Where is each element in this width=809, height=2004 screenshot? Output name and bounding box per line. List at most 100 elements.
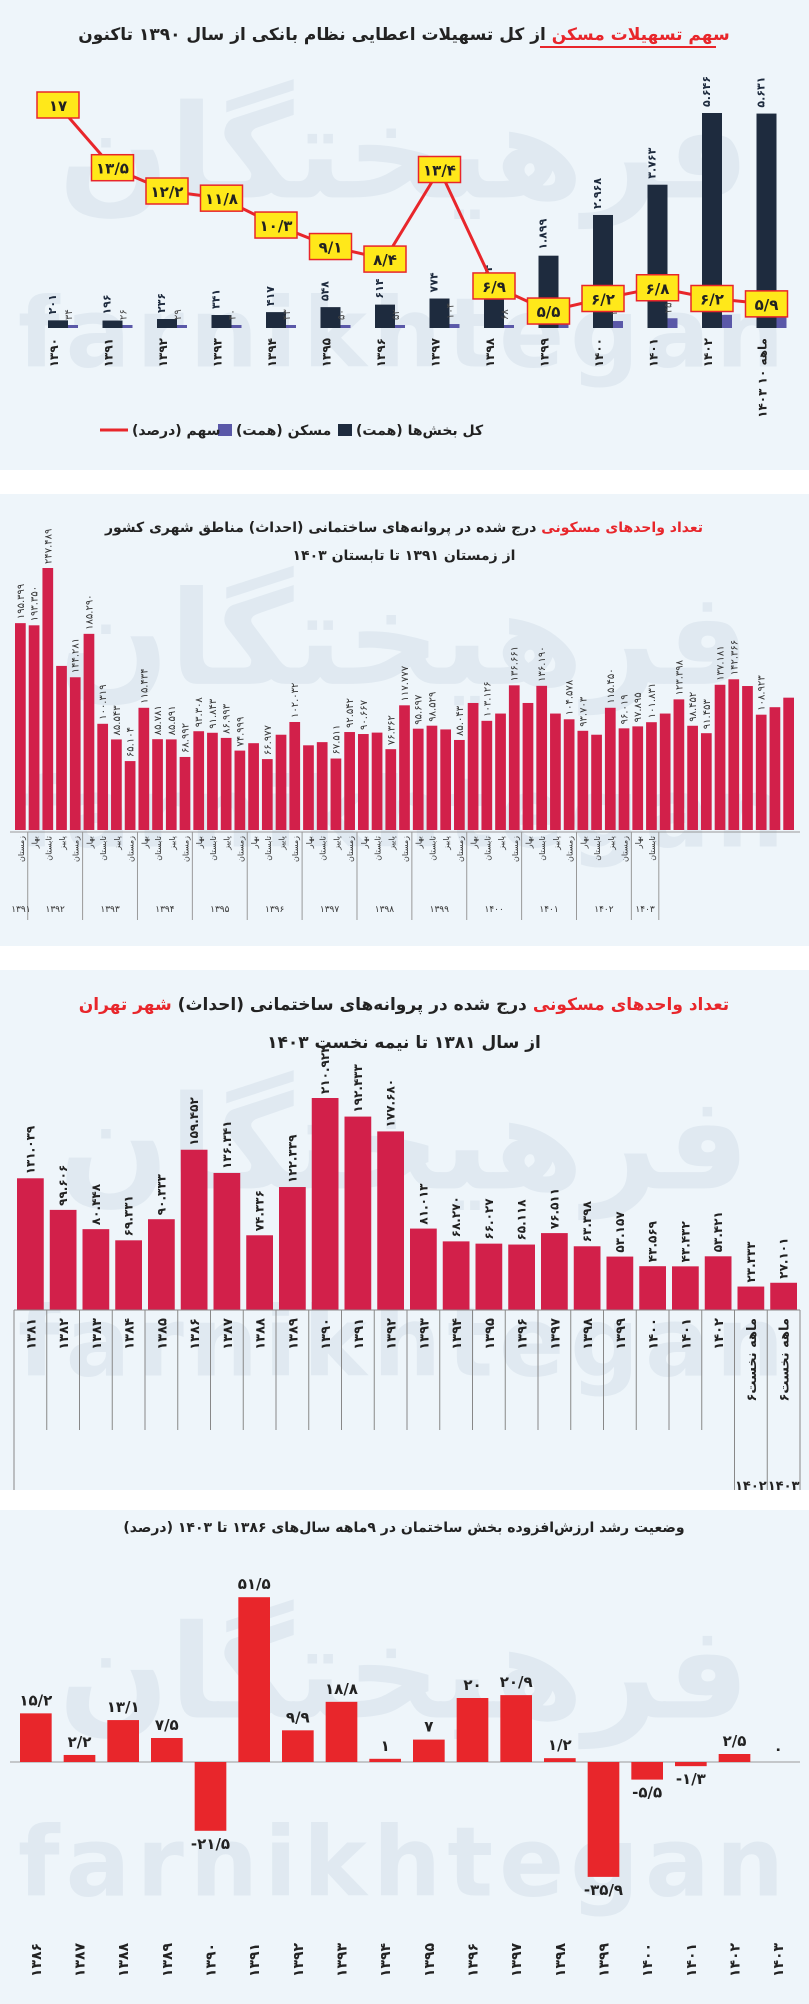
x-tick-label: ۱۴۰۱	[684, 1943, 700, 1977]
value-label: ۶۳.۳۹۸	[580, 1200, 594, 1242]
season-label: بهار	[579, 836, 588, 849]
bar	[687, 725, 698, 830]
bar	[673, 699, 685, 830]
bar	[385, 749, 397, 830]
chart-construction-growth: فرهیختگان farnikhtegan وضعیت رشد ارزش‌افزو…	[10, 1520, 800, 1977]
share-label: ۱۷	[49, 97, 67, 115]
bar	[246, 1235, 273, 1310]
legend-label-housing: مسکن (همت)	[236, 423, 331, 439]
bar	[728, 679, 740, 830]
bar	[675, 1762, 707, 1767]
year-label: ۱۴۰۰	[485, 905, 504, 915]
bar-housing	[558, 324, 569, 328]
value-label: ۱۳۶.۱۹۰	[537, 646, 548, 681]
share-marker	[472, 272, 516, 300]
value-label: ۶۵.۱۰۴	[126, 727, 137, 757]
bars: ۲۰۱ ۳۴ ۱۳۹۰ ۱۹۶ ۲۶ ۱۳۹۱ ۲۳۶ ۲۹ ۱۳۹۲ ۳۴۱ ۴۰ ۱۳۹۳ ۴۱۷ ۴…	[46, 76, 787, 418]
bar	[770, 1282, 797, 1310]
value-label: ۷	[424, 1718, 433, 1736]
x-tick-label: ۱۳۸۲	[57, 1318, 72, 1350]
x-tick-label: ۱۴۰۳ ۱۰ ماهه	[756, 338, 770, 418]
season-label: تابستان	[319, 836, 328, 861]
bar-total	[48, 320, 68, 328]
bar	[783, 697, 794, 830]
value-label: ۹۶.۰۱۹	[620, 694, 631, 724]
x-tick-label: ۱۳۹۰	[319, 1318, 334, 1350]
value-label: ۱۹۲.۴۳۳	[351, 1063, 365, 1112]
year-label: ۱۳۹۶	[265, 905, 285, 915]
bar-housing	[68, 325, 78, 328]
season-label: بهار	[195, 836, 204, 849]
share-marker	[363, 245, 407, 273]
bar	[316, 742, 328, 830]
year-label: ۱۳۹۷	[320, 905, 340, 915]
season-label: پاییز	[278, 836, 287, 851]
value-label: ۶۸.۹۹۲	[180, 723, 191, 753]
x-tick-label: ۱۳۸۹	[160, 1942, 176, 1977]
bar	[426, 725, 438, 830]
bar	[410, 1228, 437, 1310]
value-label: ۷۴.۹۹۹	[235, 717, 246, 747]
share-label: ۶/۸	[646, 280, 670, 298]
share-marker	[36, 91, 80, 119]
value-label: ۹۰.۳۳۳	[154, 1173, 168, 1215]
bar	[500, 1695, 532, 1762]
label-total: ۷۷۴	[428, 272, 441, 292]
season-label: زمستان	[346, 836, 355, 862]
share-label: ۱۳/۴	[423, 162, 456, 180]
value-label: -۵/۵	[632, 1784, 662, 1802]
value-label: ۲۰/۹	[500, 1673, 533, 1691]
x-tick-label: ۱۳۹۰	[47, 338, 61, 367]
value-label: ۶۶.۹۷۷	[263, 724, 274, 755]
year-label: ۱۴۰۱	[539, 905, 558, 915]
bar	[508, 685, 520, 830]
bar	[737, 1286, 765, 1310]
label-housing: ۴۰	[228, 309, 239, 320]
bar	[207, 732, 218, 830]
value-label: ۱۳۷.۱۸۱	[716, 645, 727, 680]
value-label: ۲۷.۱۰۱	[777, 1238, 791, 1279]
value-label: -۳۵/۹	[584, 1881, 623, 1899]
value-label: ۱۳/۱	[107, 1698, 140, 1716]
bar	[442, 1241, 470, 1310]
season-label: بهار	[85, 836, 94, 849]
bar-total	[266, 312, 286, 328]
share-label: ۱۰/۳	[260, 217, 293, 235]
bar-housing	[395, 325, 405, 328]
x-tick-label: ۱۳۹۹	[538, 337, 552, 367]
x-tick-label: ۶ماهه نخست	[745, 1318, 760, 1402]
season-label: تابستان	[44, 836, 53, 861]
season-label: تابستان	[209, 836, 218, 861]
value-label: ۱۷۷.۶۸۰	[384, 1079, 398, 1128]
x-tick-label: ۱۳۹۸	[483, 337, 497, 367]
season-label: پاییز	[442, 836, 451, 851]
x-tick-label: ۱۳۸۶	[188, 1318, 203, 1350]
x-tick-label: ۱۳۸۳	[90, 1318, 105, 1350]
bar	[541, 1233, 568, 1310]
x-tick-label: ۶ماهه نخست	[778, 1318, 793, 1402]
label-total: ۵۴۸	[319, 281, 332, 301]
bar	[357, 734, 369, 830]
value-label: ۲۳.۳۳۳	[744, 1241, 758, 1283]
bar	[475, 1243, 503, 1310]
season-label: زمستان	[456, 836, 465, 862]
title-rest: درج شده در پروانه‌های ساختمانی (احداث) م…	[104, 520, 541, 536]
value-label: ۹۳.۳۰۸	[194, 697, 205, 728]
x-tick-label: ۱۳۹۳	[417, 1318, 432, 1350]
year-label: ۱۳۹۵	[210, 905, 230, 915]
value-label: ۱۹۳.۳۵۰	[30, 586, 41, 621]
bar	[165, 739, 177, 830]
x-tick-label: ۱۳۸۷	[73, 1942, 89, 1977]
bar	[20, 1713, 52, 1762]
bar	[371, 732, 383, 830]
x-tick-label: ۱۳۹۹	[614, 1318, 629, 1350]
bar	[344, 732, 355, 830]
season-label: بهار	[360, 836, 369, 849]
x-tick-label: ۱۳۹۴	[265, 338, 279, 367]
value-label: ۷۶.۵۱۱	[547, 1188, 561, 1229]
bars: ۱۹۵.۳۹۹ زمستان ۱۹۳.۳۵۰ بهار ۲۴۷.۴۸۹ تابستان پا…	[15, 529, 794, 862]
x-tick-label: ۱۳۹۴	[378, 1942, 394, 1977]
